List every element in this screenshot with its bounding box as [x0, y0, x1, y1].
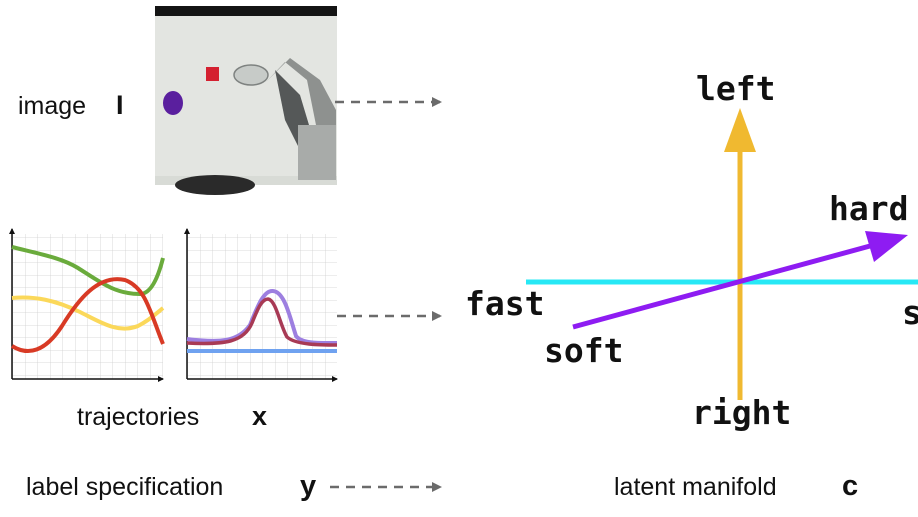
- trajectories-label: trajectories: [77, 403, 199, 431]
- hard-arrow-head: [865, 231, 908, 262]
- left-arrow-head: [724, 108, 756, 152]
- trajectory-plot-1: [9, 228, 165, 382]
- soft-hard-axis: [572, 243, 871, 330]
- axis-label-left: left: [696, 69, 775, 108]
- axis-label-slow: s: [902, 293, 918, 332]
- red-cube: [206, 67, 219, 81]
- maroon-trajectory: [186, 297, 338, 347]
- axis-label-fast: fast: [465, 284, 544, 323]
- latent-manifold: [526, 108, 918, 400]
- axis-label-soft: soft: [544, 331, 623, 370]
- green-trajectory: [11, 245, 165, 297]
- image-symbol: I: [116, 90, 124, 120]
- manifold-symbol: c: [842, 470, 858, 502]
- label-spec-symbol: y: [300, 470, 316, 502]
- trajectory-plot-2: [184, 228, 338, 382]
- purple-trajectory: [186, 289, 338, 346]
- axis-label-right: right: [692, 393, 791, 432]
- gripper: [233, 64, 269, 86]
- robot-image: [155, 6, 337, 195]
- label-spec-label: label specification: [26, 473, 223, 501]
- trajectories-symbol: x: [252, 401, 267, 431]
- red-trajectory: [10, 277, 165, 354]
- manifold-caption: latent manifold: [614, 473, 777, 501]
- image-label: image: [18, 92, 86, 120]
- purple-cylinder: [163, 91, 183, 115]
- axis-label-hard: hard: [829, 189, 908, 228]
